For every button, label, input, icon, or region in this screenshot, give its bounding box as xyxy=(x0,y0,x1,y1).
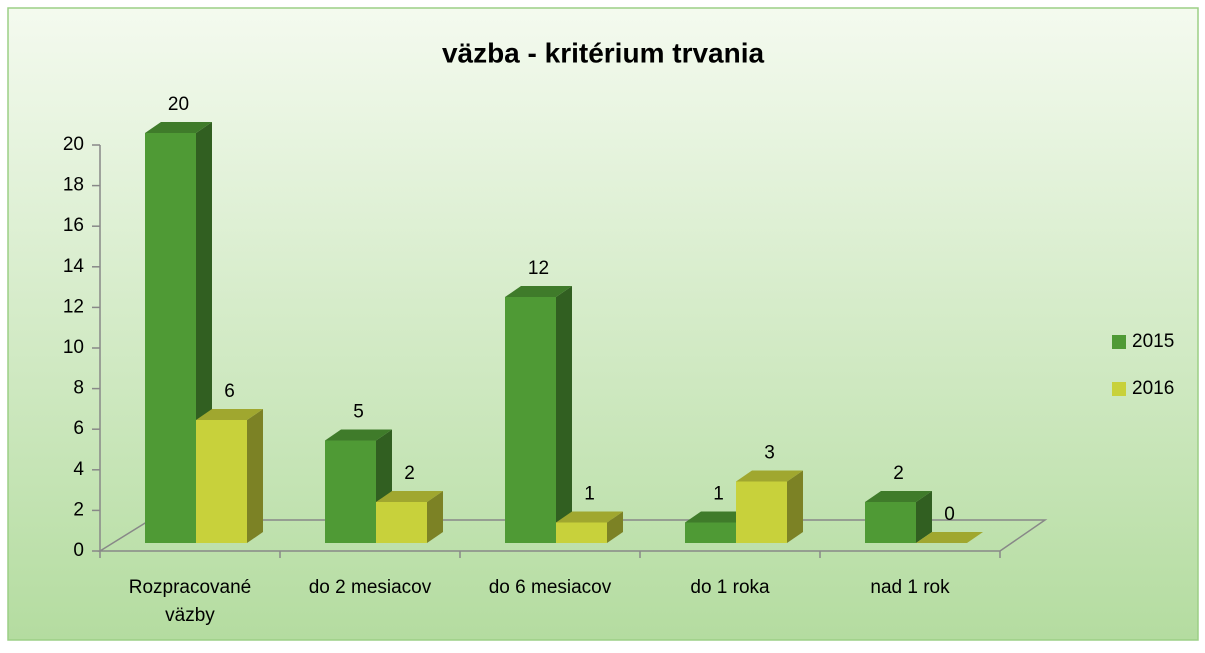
chart-title: väzba - kritérium trvania xyxy=(442,37,765,68)
bar-face xyxy=(865,502,916,543)
data-label: 5 xyxy=(353,402,364,423)
bar-face xyxy=(736,481,787,543)
legend-label: 2015 xyxy=(1132,331,1174,352)
y-tick-label: 6 xyxy=(73,418,84,439)
bar-face xyxy=(685,511,752,523)
bar xyxy=(556,511,623,543)
x-tick-label: do 2 mesiacov xyxy=(308,577,432,598)
data-label: 6 xyxy=(224,381,235,402)
bar-face xyxy=(325,440,376,543)
bar-face xyxy=(556,286,572,543)
x-tick-label: Rozpracované väzby xyxy=(128,577,252,626)
bar-face xyxy=(865,491,932,502)
x-tick-label: nad 1 rok xyxy=(870,577,950,598)
bar xyxy=(376,491,443,543)
bar-face xyxy=(916,532,983,543)
bar-face xyxy=(607,511,623,543)
y-tick-label: 18 xyxy=(63,175,84,196)
y-tick-label: 4 xyxy=(73,459,84,480)
data-label: 12 xyxy=(528,258,549,279)
bar-face xyxy=(247,409,263,543)
bar-face xyxy=(556,522,607,543)
x-tick-label: do 6 mesiacov xyxy=(488,577,612,598)
floor xyxy=(97,519,1048,552)
data-label: 3 xyxy=(764,443,775,464)
bar-face xyxy=(325,429,392,441)
y-tick-label: 0 xyxy=(73,540,84,561)
bar-face xyxy=(787,470,803,543)
x-tick-label: do 1 roka xyxy=(690,577,770,598)
data-label: 1 xyxy=(584,484,595,505)
y-tick-label: 2 xyxy=(73,499,84,520)
data-label: 20 xyxy=(168,94,189,115)
y-tick-label: 16 xyxy=(63,215,84,236)
data-label: 2 xyxy=(893,463,904,484)
legend-label: 2016 xyxy=(1132,378,1174,399)
data-label: 2 xyxy=(404,463,415,484)
bar xyxy=(505,286,572,543)
bar-face xyxy=(505,286,572,297)
y-tick-label: 8 xyxy=(73,378,84,399)
y-tick-label: 14 xyxy=(63,256,85,277)
legend-swatch xyxy=(1112,382,1126,396)
bar-face xyxy=(556,511,623,523)
data-label: 0 xyxy=(944,504,955,525)
bar-face xyxy=(376,502,427,543)
bar xyxy=(196,409,263,543)
legend-swatch xyxy=(1112,335,1126,349)
bar-face xyxy=(145,133,196,543)
bar-face xyxy=(685,522,736,543)
bar-face xyxy=(736,470,803,482)
y-tick-label: 20 xyxy=(63,134,84,155)
bar xyxy=(685,511,752,543)
bar-face xyxy=(916,491,932,543)
bar-face xyxy=(196,420,247,543)
data-label: 1 xyxy=(713,484,724,505)
bar xyxy=(736,470,803,543)
bar-face xyxy=(427,491,443,543)
bar xyxy=(865,491,932,543)
bar-face xyxy=(145,122,212,133)
y-tick-label: 12 xyxy=(63,296,84,317)
bar-face xyxy=(196,409,263,420)
bar-face xyxy=(505,297,556,543)
y-tick-label: 10 xyxy=(63,337,84,358)
bar xyxy=(916,532,983,543)
bar-face xyxy=(376,491,443,502)
